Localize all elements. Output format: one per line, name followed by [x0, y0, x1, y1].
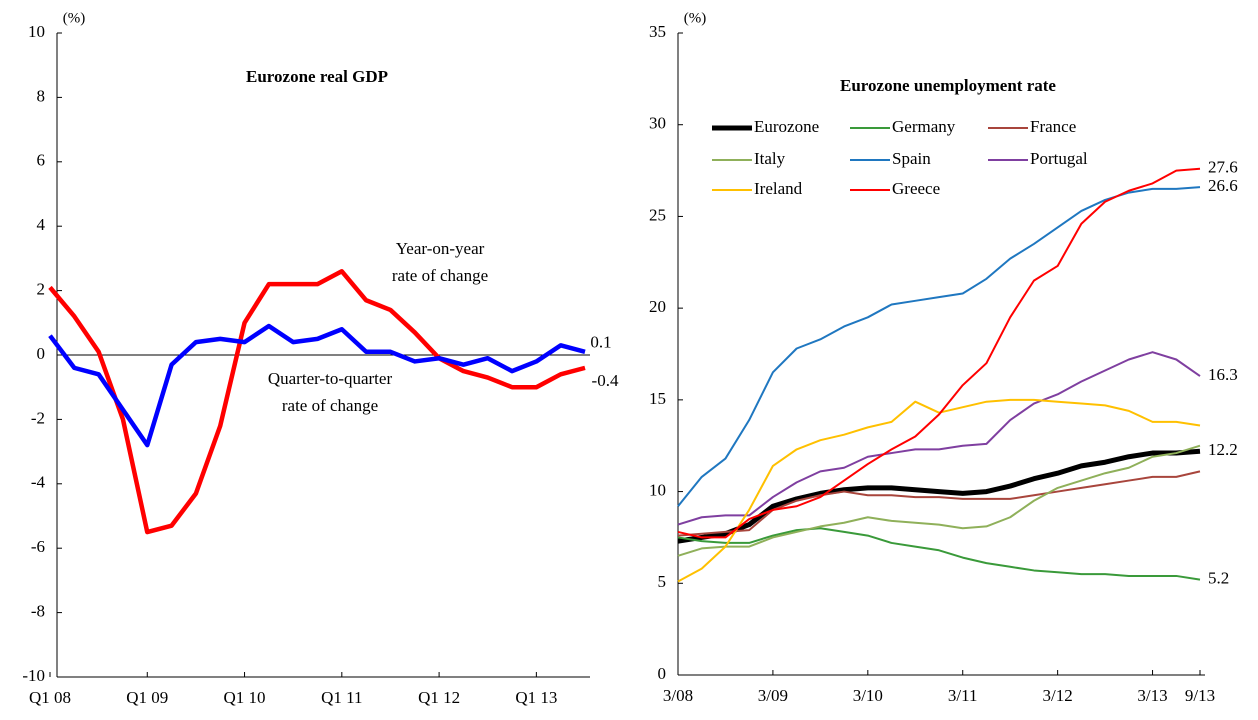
- value-label: 0.1: [590, 333, 611, 352]
- y-tick-label: -2: [31, 408, 45, 427]
- legend-label: Greece: [892, 179, 940, 198]
- series-line: [677, 167, 1201, 539]
- x-tick-label: Q1 10: [224, 688, 266, 707]
- legend-label: Eurozone: [754, 117, 819, 136]
- y-tick-label: 30: [649, 114, 666, 133]
- series-line: [677, 398, 1201, 583]
- legend-label: Portugal: [1030, 149, 1088, 168]
- series-line: [677, 444, 1201, 557]
- y-tick-label: -10: [22, 666, 45, 685]
- y-tick-label: 4: [37, 215, 46, 234]
- y-tick-label: -6: [31, 537, 45, 556]
- value-label: 26.6: [1208, 176, 1238, 195]
- annotation: rate of change: [392, 266, 488, 285]
- x-tick-label: 3/09: [758, 686, 788, 705]
- series-line: [48, 323, 586, 448]
- x-tick-label: Q1 12: [418, 688, 460, 707]
- annotation: Quarter-to-quarter: [268, 369, 393, 388]
- y-tick-label: 10: [28, 22, 45, 41]
- x-tick-label: Q1 13: [515, 688, 557, 707]
- x-tick-label: 3/13: [1137, 686, 1167, 705]
- y-tick-label: 6: [37, 151, 46, 170]
- series-line: [677, 470, 1201, 537]
- annotation: rate of change: [282, 396, 378, 415]
- x-tick-label: Q1 09: [126, 688, 168, 707]
- y-tick-label: 20: [649, 297, 666, 316]
- series-line: [677, 351, 1201, 526]
- legend-label: Ireland: [754, 179, 803, 198]
- x-tick-label: 3/11: [948, 686, 978, 705]
- legend-label: Spain: [892, 149, 931, 168]
- value-label: 27.6: [1208, 158, 1238, 177]
- x-tick-label: 3/10: [853, 686, 883, 705]
- series-line: [48, 269, 586, 535]
- y-tick-label: 10: [649, 480, 666, 499]
- y-tick-label: -4: [31, 473, 46, 492]
- y-tick-label: 25: [649, 205, 666, 224]
- x-tick-label: 3/12: [1043, 686, 1073, 705]
- x-tick-label: 3/08: [663, 686, 693, 705]
- x-tick-label: Q1 11: [321, 688, 362, 707]
- x-tick-label: 9/13: [1185, 686, 1215, 705]
- y-unit: (%): [684, 10, 707, 26]
- annotation: Year-on-year: [396, 239, 485, 258]
- series-line: [677, 527, 1201, 581]
- y-tick-label: 0: [37, 344, 46, 363]
- chart-title: Eurozone real GDP: [246, 67, 388, 86]
- y-tick-label: -8: [31, 602, 45, 621]
- y-tick-label: 15: [649, 389, 666, 408]
- y-tick-label: 8: [37, 86, 46, 105]
- y-unit: (%): [63, 10, 86, 26]
- y-tick-label: 0: [658, 664, 667, 683]
- x-tick-label: Q1 08: [29, 688, 71, 707]
- legend-label: Italy: [754, 149, 786, 168]
- chart-title: Eurozone unemployment rate: [840, 76, 1056, 95]
- value-label: 12.2: [1208, 440, 1238, 459]
- legend-label: Germany: [892, 117, 956, 136]
- y-tick-label: 35: [649, 22, 666, 41]
- y-tick-label: 2: [37, 280, 46, 299]
- value-label: 5.2: [1208, 569, 1229, 588]
- value-label: -0.4: [592, 371, 619, 390]
- value-label: 16.3: [1208, 365, 1238, 384]
- y-tick-label: 5: [658, 572, 667, 591]
- legend-label: France: [1030, 117, 1076, 136]
